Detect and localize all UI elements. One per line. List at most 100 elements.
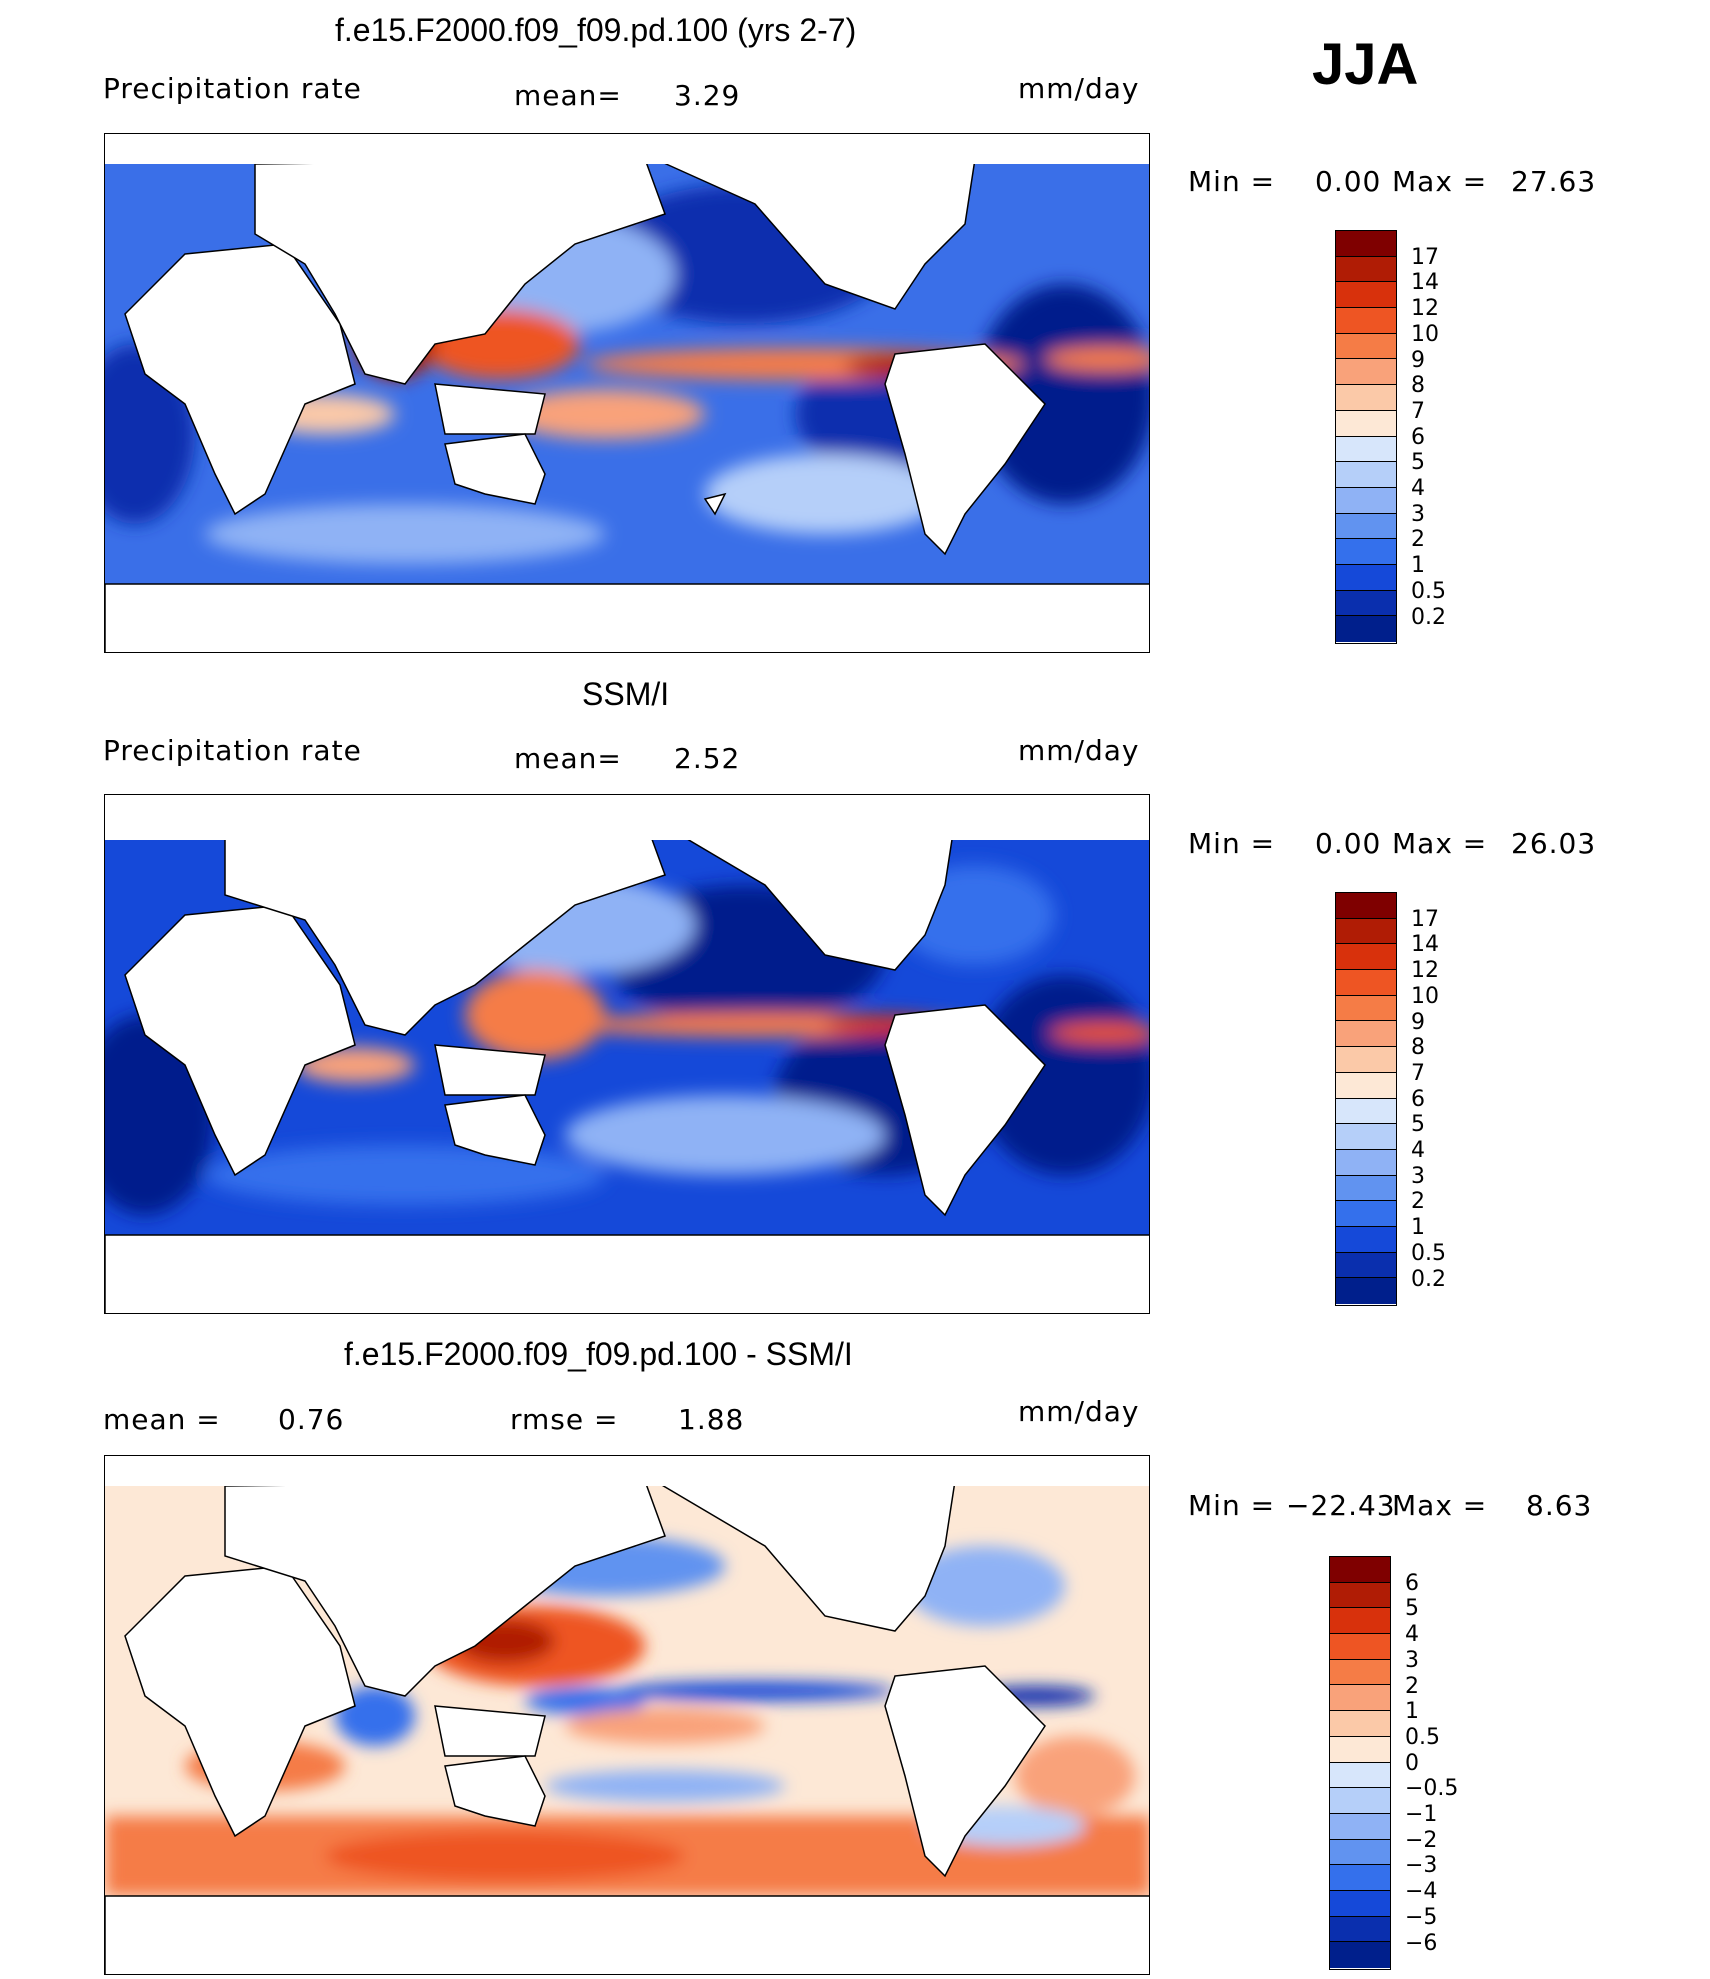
panel2-min-value: 0.00	[1315, 827, 1382, 860]
panel2-units: mm/day	[1018, 734, 1140, 767]
colorbar-segment	[1330, 1711, 1390, 1737]
panel1-max-value: 27.63	[1511, 165, 1597, 198]
panel1-variable: Precipitation rate	[103, 72, 362, 105]
colorbar-tick-label: −6	[1405, 1930, 1438, 1956]
panel1-min-value: 0.00	[1315, 165, 1382, 198]
colorbar-segment	[1330, 1865, 1390, 1891]
panel2-max-label: Max =	[1392, 827, 1488, 860]
colorbar-tick-label: 4	[1405, 1622, 1419, 1648]
colorbar-tick-label: 2	[1411, 527, 1425, 553]
panel1-map-svg	[105, 134, 1149, 652]
colorbar-tick-label: 5	[1411, 450, 1425, 476]
colorbar-tick-label: −1	[1405, 1802, 1438, 1827]
colorbar-segment	[1330, 1813, 1390, 1840]
panel2-title: SSM/I	[582, 676, 670, 712]
colorbar-tick-label: 17	[1411, 244, 1439, 270]
colorbar-tick-label: 12	[1411, 296, 1439, 322]
colorbar-segment	[1336, 970, 1396, 996]
panel2-map-svg	[105, 795, 1149, 1313]
colorbar-segment	[1336, 995, 1396, 1022]
colorbar-segment	[1336, 410, 1396, 437]
colorbar-tick-label: 5	[1405, 1596, 1419, 1622]
panel1-units: mm/day	[1018, 72, 1140, 105]
colorbar-segment	[1336, 1278, 1396, 1304]
colorbar-segment	[1336, 1098, 1396, 1125]
panel3-min-label: Min =	[1188, 1489, 1276, 1522]
colorbar-tick-label: −4	[1405, 1879, 1438, 1905]
colorbar-segment	[1336, 1124, 1396, 1150]
colorbar-segment	[1336, 487, 1396, 514]
colorbar-segment	[1336, 462, 1396, 488]
colorbar-segment	[1330, 1685, 1390, 1712]
panel3-rmse-value: 1.88	[678, 1403, 745, 1436]
colorbar-segment	[1336, 539, 1396, 565]
colorbar-segment	[1336, 282, 1396, 309]
colorbar-tick-label: 0.2	[1411, 604, 1446, 630]
colorbar-tick-label: 8	[1411, 1035, 1425, 1061]
colorbar-tick-label: 0.2	[1411, 1266, 1446, 1292]
colorbar-tick-label: 8	[1411, 373, 1425, 399]
panel2-colorbar	[1335, 892, 1397, 1307]
colorbar-segment	[1336, 1252, 1396, 1279]
panel3-units: mm/day	[1018, 1395, 1140, 1428]
colorbar-tick-label: 1	[1405, 1699, 1419, 1725]
colorbar-segment	[1330, 1788, 1390, 1814]
colorbar-segment	[1336, 231, 1396, 257]
colorbar-tick-label: 12	[1411, 958, 1439, 984]
colorbar-segment	[1330, 1916, 1390, 1943]
colorbar-segment	[1330, 1890, 1390, 1917]
colorbar-segment	[1336, 616, 1396, 642]
season-label: JJA	[1312, 32, 1419, 97]
colorbar-tick-label: 6	[1405, 1570, 1419, 1596]
colorbar-tick-label: 3	[1411, 1163, 1425, 1189]
colorbar-tick-label: 3	[1411, 501, 1425, 527]
colorbar-tick-label: 4	[1411, 476, 1425, 501]
panel1-title: f.e15.F2000.f09_f09.pd.100 (yrs 2-7)	[335, 12, 857, 48]
colorbar-tick-label: 14	[1411, 932, 1439, 958]
colorbar-segment	[1336, 385, 1396, 411]
colorbar-tick-label: 14	[1411, 270, 1439, 296]
colorbar-tick-label: 7	[1411, 398, 1425, 424]
panel1-map	[104, 133, 1150, 653]
panel3-colorbar	[1329, 1556, 1391, 1971]
colorbar-segment	[1336, 1047, 1396, 1073]
panel1-max-label: Max =	[1392, 165, 1488, 198]
colorbar-segment	[1330, 1839, 1390, 1866]
colorbar-tick-label: −2	[1405, 1827, 1438, 1853]
panel3-max-label: Max =	[1392, 1489, 1488, 1522]
panel1-min-label: Min =	[1188, 165, 1276, 198]
colorbar-tick-label: −0.5	[1405, 1776, 1459, 1802]
panel3-min-value: −22.43	[1286, 1489, 1396, 1522]
colorbar-segment	[1336, 893, 1396, 919]
colorbar-tick-label: 10	[1411, 983, 1439, 1009]
panel2-variable: Precipitation rate	[103, 734, 362, 767]
colorbar-segment	[1336, 513, 1396, 540]
colorbar-segment	[1330, 1659, 1390, 1686]
colorbar-tick-label: 5	[1411, 1112, 1425, 1138]
colorbar-segment	[1330, 1608, 1390, 1635]
panel2-max-value: 26.03	[1511, 827, 1597, 860]
colorbar-segment	[1330, 1557, 1390, 1583]
colorbar-segment	[1330, 1736, 1390, 1763]
panel3-map-svg	[105, 1456, 1149, 1974]
panel2-mean-label: mean=	[514, 742, 622, 775]
colorbar-segment	[1330, 1942, 1390, 1968]
panel2-mean-value: 2.52	[674, 742, 741, 775]
colorbar-tick-label: 1	[1411, 553, 1425, 579]
colorbar-segment	[1336, 359, 1396, 386]
colorbar-tick-label: 17	[1411, 906, 1439, 932]
colorbar-segment	[1336, 256, 1396, 283]
colorbar-tick-label: 0.5	[1411, 578, 1446, 604]
panel3-title: f.e15.F2000.f09_f09.pd.100 - SSM/I	[344, 1336, 853, 1372]
colorbar-tick-label: −3	[1405, 1853, 1438, 1879]
colorbar-tick-label: 2	[1405, 1673, 1419, 1699]
colorbar-segment	[1336, 1072, 1396, 1099]
panel1-mean-value: 3.29	[674, 79, 741, 112]
colorbar-tick-label: 2	[1411, 1189, 1425, 1215]
panel3-rmse-label: rmse =	[510, 1403, 619, 1436]
colorbar-tick-label: 4	[1411, 1138, 1425, 1163]
colorbar-tick-label: 9	[1411, 1009, 1425, 1035]
colorbar-tick-label: 9	[1411, 347, 1425, 373]
panel1-mean-label: mean=	[514, 79, 622, 112]
colorbar-tick-label: 6	[1411, 424, 1425, 450]
